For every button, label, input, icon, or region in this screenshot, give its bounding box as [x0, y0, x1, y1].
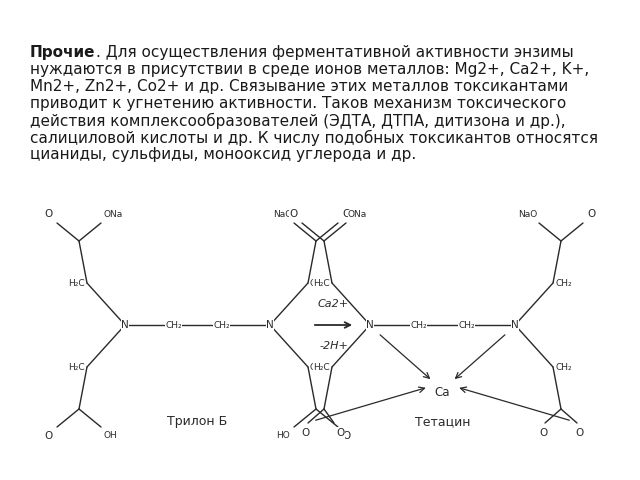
Text: OH: OH [103, 431, 116, 440]
Text: Тетацин: Тетацин [415, 415, 470, 428]
Text: . Для осуществления ферментативной активности энзимы: . Для осуществления ферментативной актив… [95, 45, 573, 60]
Text: Mn2+, Zn2+, Co2+ и др. Связывание этих металлов токсикантами: Mn2+, Zn2+, Co2+ и др. Связывание этих м… [30, 79, 568, 94]
Text: Ca: Ca [435, 386, 451, 399]
Text: N: N [511, 320, 519, 330]
Text: CH₂: CH₂ [555, 362, 572, 372]
Text: цианиды, сульфиды, монооксид углерода и др.: цианиды, сульфиды, монооксид углерода и … [30, 147, 416, 162]
Text: O: O [539, 428, 547, 438]
Text: O: O [342, 209, 350, 219]
Text: H₂C: H₂C [68, 362, 85, 372]
Text: CH₂: CH₂ [555, 278, 572, 288]
Text: CH₂: CH₂ [213, 321, 230, 329]
Text: O: O [575, 428, 583, 438]
Text: H₂C: H₂C [314, 362, 330, 372]
Text: N: N [266, 320, 274, 330]
Text: O: O [587, 209, 595, 219]
Text: CH₂: CH₂ [310, 278, 326, 288]
Text: Ca2+: Ca2+ [318, 299, 349, 309]
Text: O: O [342, 431, 350, 441]
Text: O: O [45, 431, 53, 441]
Text: NaO: NaO [273, 210, 292, 219]
Text: CH₂: CH₂ [410, 321, 427, 329]
Text: O: O [45, 209, 53, 219]
Text: Трилон Б: Трилон Б [168, 415, 228, 428]
Text: H₂C: H₂C [68, 278, 85, 288]
Text: Прочие: Прочие [30, 45, 95, 60]
Text: ONa: ONa [348, 210, 367, 219]
Text: -2H+: -2H+ [319, 341, 348, 351]
Text: NaO: NaO [518, 210, 537, 219]
Text: ONa: ONa [103, 210, 122, 219]
Text: салициловой кислоты и др. К числу подобных токсикантов относятся: салициловой кислоты и др. К числу подобн… [30, 130, 598, 146]
Text: O: O [302, 428, 310, 438]
Text: приводит к угнетению активности. Таков механизм токсического: приводит к угнетению активности. Таков м… [30, 96, 566, 111]
Text: O: O [336, 428, 344, 438]
Text: CH₂: CH₂ [310, 362, 326, 372]
Text: O: O [290, 209, 298, 219]
Text: N: N [366, 320, 374, 330]
Text: CH₂: CH₂ [458, 321, 475, 329]
Text: H₂C: H₂C [314, 278, 330, 288]
Text: HO: HO [276, 431, 290, 440]
Text: CH₂: CH₂ [165, 321, 182, 329]
Text: N: N [121, 320, 129, 330]
Text: действия комплексообразователей (ЭДТА, ДТПА, дитизона и др.),: действия комплексообразователей (ЭДТА, Д… [30, 113, 566, 129]
Text: нуждаются в присутствии в среде ионов металлов: Mg2+, Ca2+, K+,: нуждаются в присутствии в среде ионов ме… [30, 62, 589, 77]
